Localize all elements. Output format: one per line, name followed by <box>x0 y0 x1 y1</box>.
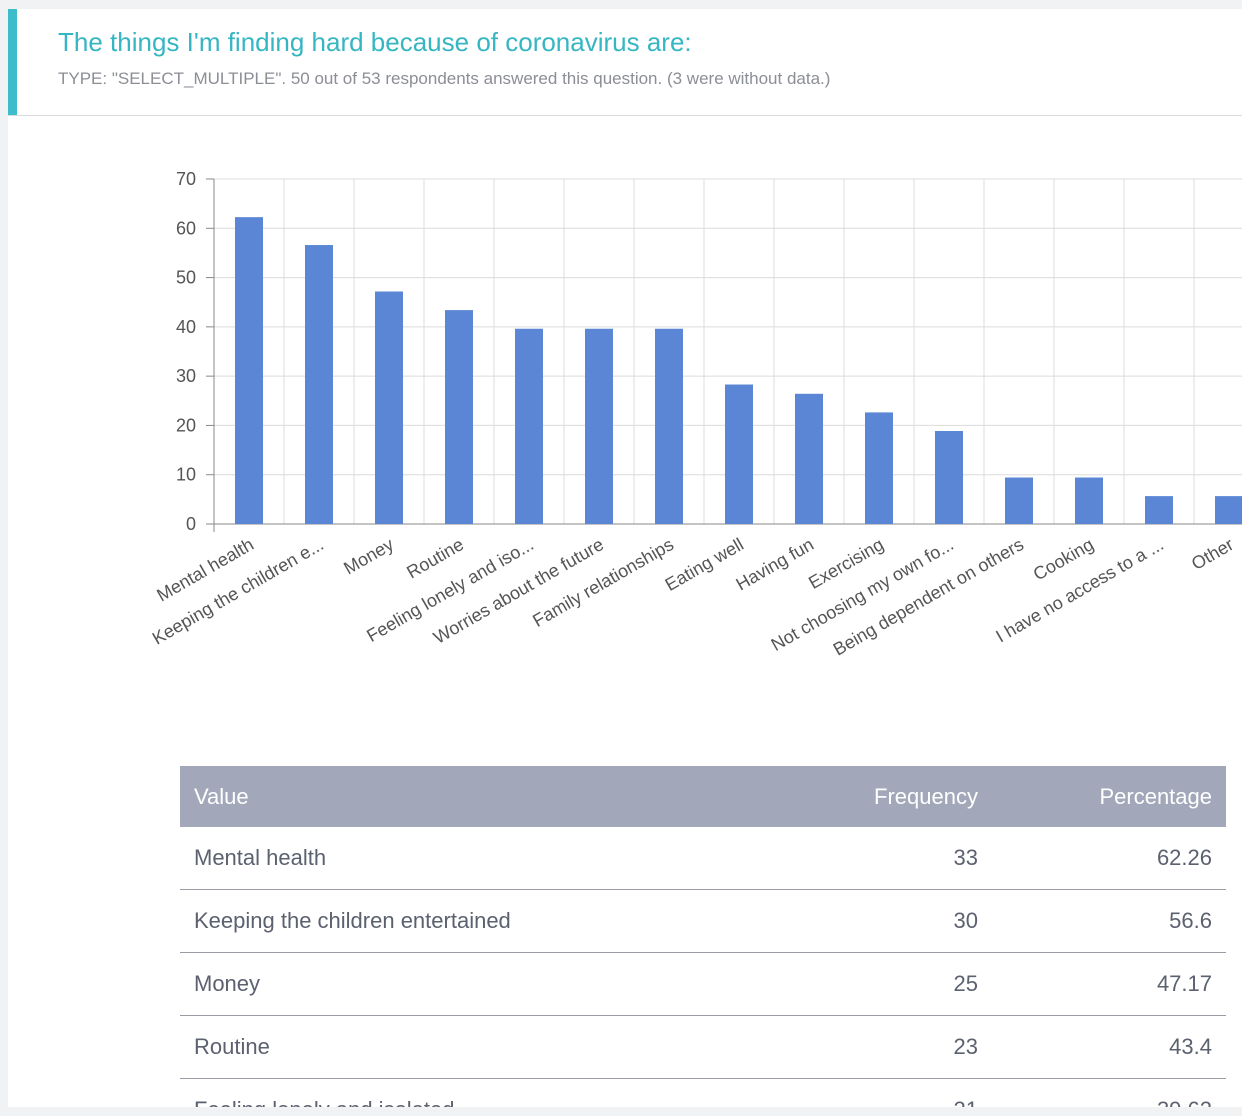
question-header: The things I'm finding hard because of c… <box>8 9 1242 116</box>
bar <box>725 384 753 524</box>
bar <box>1215 496 1242 524</box>
row-value: Keeping the children entertained <box>180 889 764 953</box>
row-percentage: 43.4 <box>992 1015 1226 1079</box>
y-tick-label: 20 <box>176 415 196 435</box>
question-meta: TYPE: "SELECT_MULTIPLE". 50 out of 53 re… <box>58 69 831 88</box>
row-frequency: 25 <box>764 952 992 1016</box>
row-percentage: 56.6 <box>992 889 1226 953</box>
row-value: Money <box>180 952 764 1016</box>
row-frequency: 30 <box>764 889 992 953</box>
row-frequency: 21 <box>764 1078 992 1107</box>
row-percentage: 62.26 <box>992 827 1226 890</box>
header-value[interactable]: Value <box>180 766 764 827</box>
bar <box>1145 496 1173 524</box>
x-tick-label: Having fun <box>732 534 817 594</box>
table-row: Routine 23 43.4 <box>180 1015 1226 1079</box>
row-percentage: 39.62 <box>992 1078 1226 1107</box>
bar <box>585 328 613 524</box>
bar <box>795 393 823 524</box>
bar <box>375 291 403 524</box>
table-header-row: Value Frequency Percentage <box>180 766 1226 827</box>
y-tick-label: 60 <box>176 218 196 238</box>
bar <box>235 217 263 524</box>
y-tick-label: 30 <box>176 366 196 386</box>
header-percentage[interactable]: Percentage <box>992 766 1226 827</box>
header-frequency[interactable]: Frequency <box>764 766 992 827</box>
row-percentage: 47.17 <box>992 952 1226 1016</box>
row-value: Mental health <box>180 827 764 890</box>
y-tick-label: 70 <box>176 169 196 189</box>
bar <box>1005 477 1033 524</box>
bar <box>1075 477 1103 524</box>
row-frequency: 23 <box>764 1015 992 1079</box>
bar <box>515 328 543 524</box>
results-table-wrap: Value Frequency Percentage Mental health… <box>180 766 1226 1107</box>
table-row: Feeling lonely and isolated 21 39.62 <box>180 1078 1226 1107</box>
y-tick-label: 50 <box>176 268 196 288</box>
y-tick-label: 40 <box>176 317 196 337</box>
x-tick-label: Money <box>340 534 397 578</box>
row-value: Feeling lonely and isolated <box>180 1078 764 1107</box>
bar <box>935 430 963 524</box>
row-value: Routine <box>180 1015 764 1079</box>
question-title: The things I'm finding hard because of c… <box>58 27 692 57</box>
bar <box>865 412 893 524</box>
y-tick-label: 0 <box>186 514 196 534</box>
question-card: The things I'm finding hard because of c… <box>8 9 1242 1107</box>
x-tick-label: Other <box>1188 534 1237 574</box>
table-row: Mental health 33 62.26 <box>180 827 1226 890</box>
accent-bar <box>8 9 17 115</box>
table-row: Money 25 47.17 <box>180 952 1226 1016</box>
bar <box>305 245 333 525</box>
bar <box>655 328 683 524</box>
x-tick-label: Eating well <box>662 534 747 595</box>
table-row: Keeping the children entertained 30 56.6 <box>180 889 1226 953</box>
bar <box>445 310 473 524</box>
results-table: Value Frequency Percentage Mental health… <box>180 766 1226 1107</box>
y-tick-label: 10 <box>176 465 196 485</box>
row-frequency: 33 <box>764 827 992 890</box>
